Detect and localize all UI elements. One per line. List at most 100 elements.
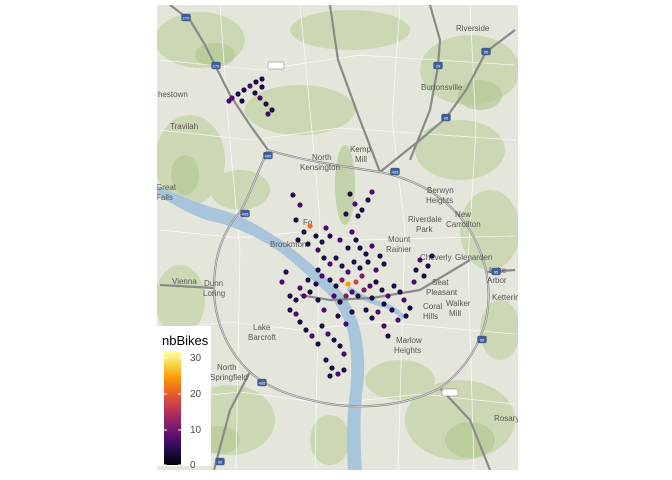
station-point	[315, 267, 321, 273]
station-point	[343, 321, 349, 327]
station-point	[349, 309, 355, 315]
station-point	[429, 253, 435, 259]
legend-tick-10: 10	[190, 425, 202, 436]
legend-tick-0: 0	[190, 460, 196, 471]
place-label: Vienna	[172, 277, 197, 286]
station-point	[333, 255, 339, 261]
legend-tick-20: 20	[190, 389, 202, 400]
highway-shield-label: 495	[265, 154, 272, 159]
station-point	[349, 229, 355, 235]
place-label: Berwyn	[427, 186, 454, 195]
place-label: Rainier	[386, 245, 412, 254]
highway-shield-icon: 495	[263, 151, 273, 160]
station-point	[351, 259, 357, 265]
place-label: Arbor	[487, 276, 507, 285]
highway-shield-label: 270	[183, 16, 190, 21]
station-point	[253, 79, 259, 85]
place-label: Dunn	[204, 279, 223, 288]
station-point	[357, 265, 363, 271]
station-point	[411, 279, 417, 285]
legend: nbBikes 30 20 10 0	[153, 326, 211, 471]
station-point	[367, 283, 373, 289]
station-point	[323, 225, 329, 231]
station-point	[315, 341, 321, 347]
place-label: hestown	[158, 90, 188, 99]
station-point	[293, 297, 299, 303]
highway-shield-label: 29	[436, 64, 441, 69]
station-point	[365, 197, 371, 203]
station-point	[287, 307, 293, 313]
station-point	[307, 223, 313, 229]
highway-shield-label: 95	[218, 460, 223, 465]
legend-ticks	[164, 357, 181, 466]
station-point	[395, 317, 401, 323]
station-point	[341, 351, 347, 357]
place-label: Heights	[426, 196, 453, 205]
legend-tick-30: 30	[190, 353, 202, 364]
legend-colorbar	[164, 352, 181, 465]
station-point	[353, 279, 359, 285]
station-point	[259, 76, 265, 82]
station-point	[363, 307, 369, 313]
highway-shield-label: MD 5	[445, 391, 455, 396]
station-point	[305, 241, 311, 247]
station-point	[343, 293, 349, 299]
station-point	[359, 207, 365, 213]
bike-stations	[226, 76, 435, 379]
station-point	[377, 253, 383, 259]
station-point	[293, 217, 299, 223]
station-point	[373, 279, 379, 285]
station-point	[327, 277, 333, 283]
highway-shield-icon: 95	[441, 113, 451, 122]
station-point	[339, 277, 345, 283]
station-point	[309, 333, 315, 339]
place-label: Cheverly	[420, 253, 452, 262]
highway-shield-icon: 29	[433, 61, 443, 70]
station-point	[355, 213, 361, 219]
place-label: Park	[416, 225, 433, 234]
station-point	[355, 293, 361, 299]
station-point	[297, 202, 303, 208]
highway-shield-icon: 495	[390, 167, 400, 176]
station-point	[381, 323, 387, 329]
station-point	[321, 255, 327, 261]
place-label: Heights	[394, 346, 421, 355]
station-point	[325, 331, 331, 337]
station-point	[305, 277, 311, 283]
highway-shield-icon: 95	[477, 335, 487, 344]
station-point	[361, 287, 367, 293]
highway-shield-icon: 270	[181, 13, 191, 22]
highway-shield-icon: MD 5	[441, 388, 459, 397]
station-point	[369, 243, 375, 249]
station-point	[389, 307, 395, 313]
place-label: Pleasant	[426, 288, 458, 297]
place-label: North	[312, 153, 332, 162]
station-point	[269, 107, 275, 113]
station-point	[369, 295, 375, 301]
highway-shield-icon: 95	[491, 267, 501, 276]
station-point	[247, 83, 253, 89]
station-point	[259, 84, 265, 90]
station-point	[226, 98, 232, 104]
station-point	[241, 87, 247, 93]
station-point	[353, 237, 359, 243]
station-point	[385, 293, 391, 299]
station-point	[333, 283, 339, 289]
place-label: Marlow	[396, 336, 422, 345]
station-point	[337, 299, 343, 305]
station-point	[369, 315, 375, 321]
place-label: Travilah	[170, 122, 198, 131]
station-point	[385, 333, 391, 339]
place-label: Carrollton	[446, 220, 481, 229]
station-point	[327, 373, 333, 379]
place-labels: Riverside Burtonsville hestown Travilah Nort…	[157, 24, 518, 423]
place-label: Kensington	[300, 163, 340, 172]
station-point	[287, 293, 293, 299]
place-label: Seat	[432, 278, 449, 287]
highway-shield-icon: 495	[257, 378, 267, 387]
station-point	[315, 297, 321, 303]
place-label: Mount	[388, 235, 411, 244]
station-point	[357, 245, 363, 251]
highway-shield-label: 495	[392, 170, 399, 175]
